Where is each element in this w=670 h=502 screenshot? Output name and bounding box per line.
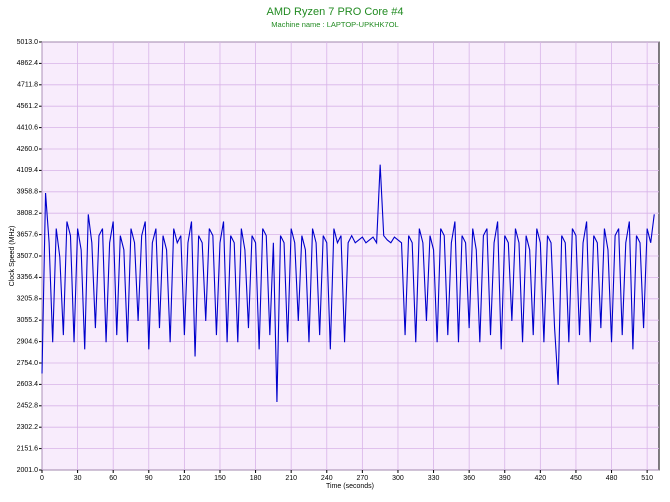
y-tick-label: 2603.4 <box>17 381 39 388</box>
y-tick-label: 4260.0 <box>17 146 39 153</box>
y-tick-label: 5013.0 <box>17 39 39 46</box>
x-tick-label: 30 <box>74 475 82 482</box>
data-line <box>41 164 655 402</box>
y-tick-label: 4862.4 <box>17 60 39 67</box>
x-tick-label: 120 <box>179 475 191 482</box>
y-tick-label: 2001.0 <box>17 467 39 474</box>
y-tick-label: 2904.6 <box>17 338 39 345</box>
x-tick-label: 210 <box>285 475 297 482</box>
y-tick-label: 3507.0 <box>17 253 39 260</box>
x-tick-label: 510 <box>641 475 653 482</box>
y-tick-label: 4410.6 <box>17 124 39 131</box>
x-tick-label: 270 <box>357 475 369 482</box>
y-tick-label: 3205.8 <box>17 296 39 303</box>
x-tick-label: 240 <box>321 475 333 482</box>
y-tick-label: 4561.2 <box>17 103 39 110</box>
x-tick-label: 60 <box>109 475 117 482</box>
y-tick-label: 2151.6 <box>17 445 39 452</box>
x-tick-label: 390 <box>499 475 511 482</box>
y-tick-label: 4109.4 <box>17 167 39 174</box>
chart-subtitle: Machine name : LAPTOP-UPKHK7OL <box>271 20 398 29</box>
x-tick-label: 450 <box>570 475 582 482</box>
x-tick-label: 180 <box>250 475 262 482</box>
x-tick-label: 0 <box>40 475 44 482</box>
y-tick-label: 3958.8 <box>17 189 39 196</box>
chart-title: AMD Ryzen 7 PRO Core #4 <box>267 6 404 18</box>
y-tick-label: 4711.8 <box>17 82 38 89</box>
y-tick-label: 3356.4 <box>17 274 39 281</box>
x-tick-label: 360 <box>463 475 475 482</box>
x-tick-label: 420 <box>535 475 547 482</box>
y-tick-label: 2302.2 <box>17 424 39 431</box>
x-axis-label: Time (seconds) <box>326 483 374 490</box>
y-tick-label: 3808.2 <box>17 210 39 217</box>
y-tick-label: 2452.8 <box>17 403 39 410</box>
x-tick-label: 90 <box>145 475 153 482</box>
y-tick-label: 3055.2 <box>17 317 39 324</box>
x-tick-label: 480 <box>606 475 618 482</box>
y-axis-label: Clock Speed (MHz) <box>9 226 16 287</box>
x-tick-label: 330 <box>428 475 440 482</box>
y-tick-label: 3657.6 <box>17 231 39 238</box>
y-tick-label: 2754.0 <box>17 360 39 367</box>
x-tick-label: 300 <box>392 475 404 482</box>
x-tick-label: 150 <box>214 475 226 482</box>
